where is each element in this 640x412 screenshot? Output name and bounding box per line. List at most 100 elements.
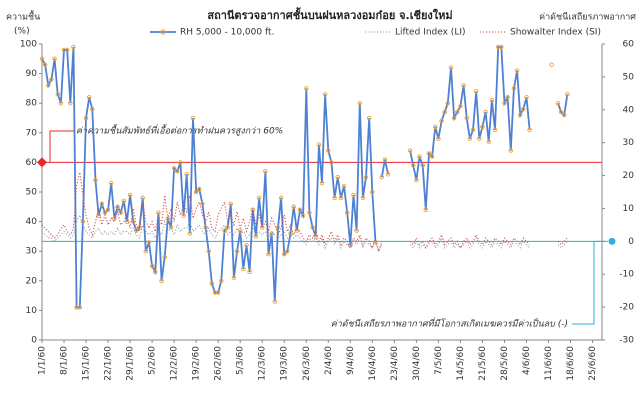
data-point xyxy=(316,142,322,147)
data-point xyxy=(234,248,240,254)
data-point xyxy=(429,154,435,159)
data-point xyxy=(247,269,252,275)
data-point xyxy=(326,148,331,153)
annotation-connector xyxy=(49,130,74,163)
x-tick-label: 30/4/60 xyxy=(412,346,422,381)
y-tick-label: 80 xyxy=(26,99,38,109)
y-axis-title: ความชื้น xyxy=(6,10,40,23)
data-point xyxy=(351,192,356,198)
data-point xyxy=(256,195,262,201)
data-point xyxy=(266,251,271,257)
data-point xyxy=(49,77,54,82)
data-point xyxy=(304,86,309,91)
data-point xyxy=(492,127,498,133)
data-point xyxy=(555,100,561,106)
data-point xyxy=(483,109,488,115)
y2-axis-title: ค่าดัชนีเสถียรภาพอากาศ xyxy=(539,12,636,23)
y-tick-label: 30 xyxy=(26,247,38,257)
data-point xyxy=(156,210,161,215)
data-point xyxy=(473,89,479,94)
data-point xyxy=(338,195,344,201)
x-tick-label: 5/3/60 xyxy=(236,346,246,375)
data-point xyxy=(39,56,45,62)
data-point xyxy=(105,207,111,213)
y-tick-label: 60 xyxy=(26,158,38,168)
x-tick-label: 25/6/60 xyxy=(588,346,598,381)
data-point xyxy=(244,243,249,248)
reference-marker xyxy=(37,157,47,168)
data-point xyxy=(499,44,504,50)
data-point xyxy=(322,92,328,97)
legend-marker xyxy=(160,29,166,35)
data-point xyxy=(436,136,441,141)
data-point xyxy=(149,263,155,269)
data-point xyxy=(414,177,419,183)
data-point xyxy=(272,299,278,304)
x-tick-label: 5/2/60 xyxy=(148,346,158,375)
data-point xyxy=(310,225,315,230)
data-point xyxy=(181,213,186,218)
data-point xyxy=(153,269,158,275)
data-point xyxy=(52,56,57,62)
annotation-text: ค่าความชื้นสัมพัทธ์ที่เอื้อต่อการทำฝนควร… xyxy=(76,124,283,137)
data-point xyxy=(448,65,454,70)
data-point xyxy=(190,115,196,121)
data-point xyxy=(203,225,208,230)
data-point xyxy=(71,44,76,50)
data-point xyxy=(146,240,152,245)
x-tick-label: 11/6/60 xyxy=(544,346,554,381)
data-point xyxy=(140,195,145,201)
data-point xyxy=(193,189,199,195)
data-point xyxy=(407,148,413,153)
x-tick-label: 26/3/60 xyxy=(302,346,312,381)
reference-marker xyxy=(608,237,616,245)
data-point xyxy=(118,210,123,215)
data-point xyxy=(259,225,265,230)
data-point xyxy=(329,160,334,165)
x-tick-label: 16/4/60 xyxy=(368,346,378,381)
data-point xyxy=(77,305,83,310)
data-point xyxy=(373,240,378,245)
x-tick-label: 21/5/60 xyxy=(478,346,488,381)
data-point xyxy=(83,115,89,121)
data-point xyxy=(288,231,293,236)
data-point xyxy=(291,204,296,210)
data-point xyxy=(237,228,243,233)
x-tick-label: 9/4/60 xyxy=(346,346,356,375)
data-point xyxy=(212,290,218,295)
data-point xyxy=(297,207,303,213)
y2-tick-label: 40 xyxy=(623,105,635,115)
data-point xyxy=(514,68,520,73)
data-point xyxy=(360,195,366,201)
data-point xyxy=(171,166,177,171)
data-point xyxy=(307,210,312,215)
data-point xyxy=(162,254,167,260)
data-point xyxy=(285,248,290,254)
data-point xyxy=(363,174,369,180)
data-point xyxy=(439,118,444,124)
data-point xyxy=(165,216,171,221)
data-point xyxy=(197,186,202,192)
data-point xyxy=(442,109,447,115)
x-tick-label: 29/1/60 xyxy=(126,346,136,381)
data-point xyxy=(332,195,337,201)
y2-tick-label: 10 xyxy=(623,204,635,214)
data-point xyxy=(175,169,180,174)
data-point xyxy=(178,160,183,165)
data-point xyxy=(508,148,514,153)
data-point xyxy=(480,124,485,130)
data-point xyxy=(222,228,227,233)
data-point xyxy=(477,136,482,141)
x-tick-label: 8/1/60 xyxy=(60,346,70,375)
data-point xyxy=(115,204,120,210)
x-tick-label: 28/5/60 xyxy=(500,346,510,381)
x-tick-label: 14/5/60 xyxy=(456,346,466,381)
data-point xyxy=(278,195,284,201)
data-point xyxy=(461,83,466,88)
data-point xyxy=(451,115,457,121)
data-point xyxy=(241,266,246,272)
data-point xyxy=(96,213,101,218)
data-point xyxy=(127,192,133,198)
data-point xyxy=(464,115,469,121)
